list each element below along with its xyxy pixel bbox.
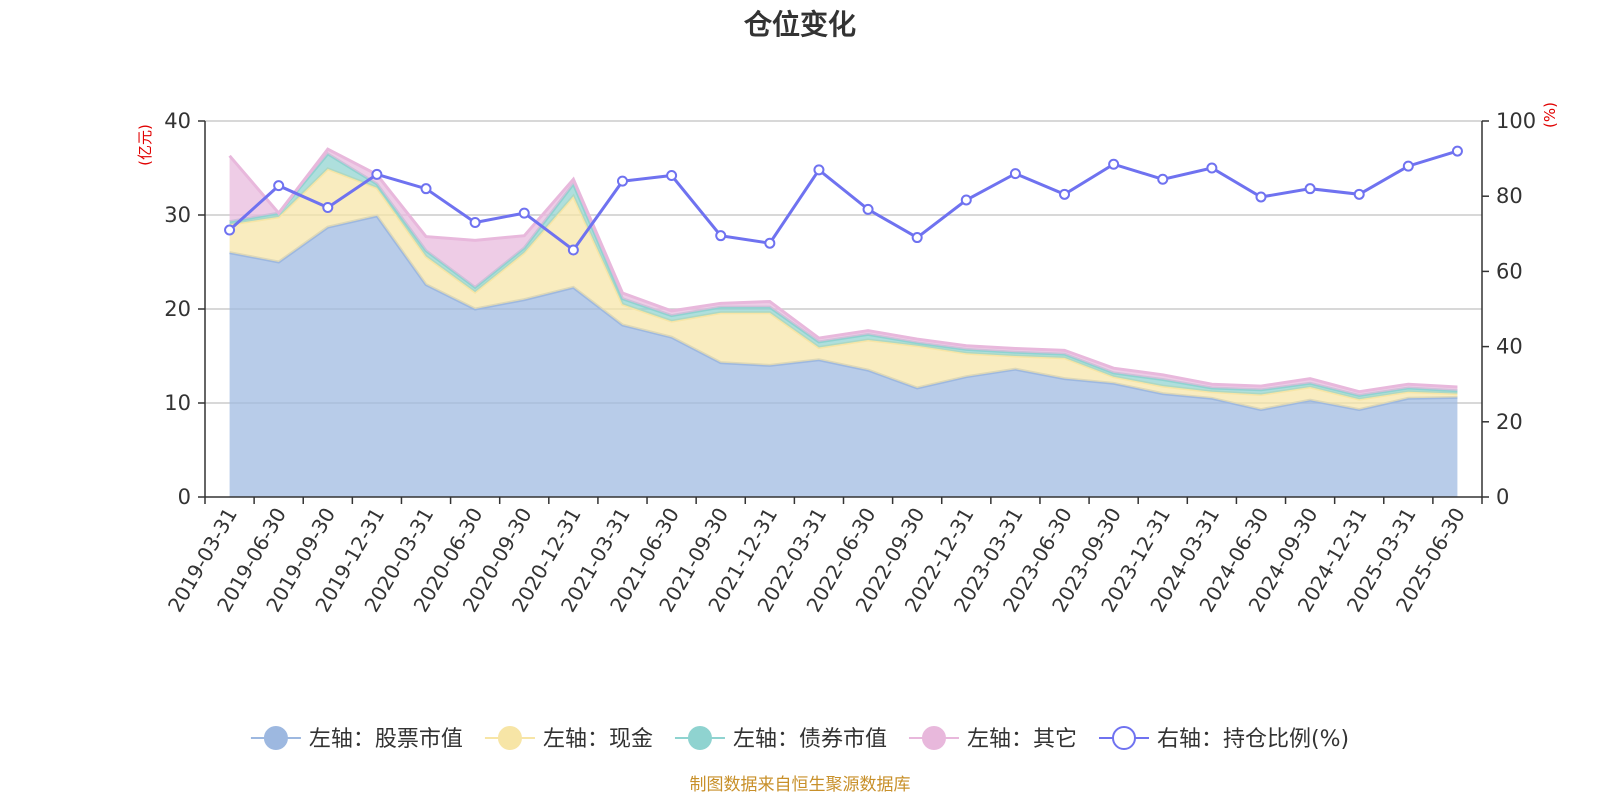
left-tick-label: 20 bbox=[164, 297, 191, 321]
ratio-point bbox=[224, 224, 236, 236]
ratio-point bbox=[420, 183, 432, 195]
left-tick-label: 40 bbox=[164, 109, 191, 133]
ratio-point bbox=[1304, 183, 1316, 195]
ratio-point bbox=[715, 230, 727, 242]
chart-title: 仓位变化 bbox=[744, 8, 856, 41]
ratio-point bbox=[862, 203, 874, 215]
legend-item-4: 右轴：持仓比例(%) bbox=[1098, 726, 1349, 752]
ratio-point bbox=[1157, 173, 1169, 185]
legend-label: 左轴：股票市值 bbox=[309, 727, 463, 752]
legend-marker bbox=[497, 726, 522, 750]
right-tick-label: 40 bbox=[1496, 335, 1523, 359]
left-tick-label: 30 bbox=[164, 203, 191, 227]
ratio-point bbox=[1402, 160, 1414, 172]
footer-source: 制图数据来自恒生聚源数据库 bbox=[690, 775, 911, 795]
ratio-point bbox=[469, 217, 481, 229]
ratio-point bbox=[666, 170, 678, 182]
right-tick-label: 80 bbox=[1496, 184, 1523, 208]
legend-label: 左轴：现金 bbox=[543, 727, 653, 752]
ratio-point bbox=[1206, 162, 1218, 174]
ratio-point bbox=[1451, 145, 1463, 157]
right-axis-unit: (%) bbox=[1541, 102, 1559, 128]
area-series-edge-3 bbox=[228, 147, 1458, 394]
left-axis-unit: (亿元) bbox=[136, 124, 154, 166]
ratio-point bbox=[567, 244, 579, 256]
ratio-point bbox=[1108, 158, 1120, 170]
ratio-point bbox=[911, 232, 923, 244]
ratio-point bbox=[518, 207, 530, 219]
area-series-3 bbox=[229, 149, 1458, 396]
legend-label: 左轴：债券市值 bbox=[733, 727, 887, 752]
legend-marker bbox=[1111, 726, 1136, 750]
line-series bbox=[224, 145, 1463, 256]
legend-marker bbox=[687, 726, 712, 750]
legend-label: 左轴：其它 bbox=[967, 727, 1077, 752]
ratio-point bbox=[322, 201, 334, 213]
ratio-point bbox=[616, 175, 628, 187]
ratio-point bbox=[273, 180, 285, 192]
legend-marker bbox=[921, 726, 946, 750]
ratio-point bbox=[1255, 191, 1267, 203]
ratio-point bbox=[1009, 168, 1021, 180]
left-tick-label: 0 bbox=[178, 485, 191, 509]
ratio-point bbox=[371, 168, 383, 180]
right-tick-label: 100 bbox=[1496, 109, 1536, 133]
ratio-point bbox=[764, 237, 776, 249]
legend: 左轴：股票市值 左轴：现金 左轴：债券市值 左轴：其它 右轴：持仓比例(%) bbox=[250, 726, 1349, 752]
legend-marker bbox=[263, 726, 288, 750]
ratio-point bbox=[1353, 188, 1365, 200]
legend-label: 右轴：持仓比例(%) bbox=[1157, 727, 1349, 752]
legend-item-1: 左轴：现金 bbox=[484, 726, 653, 752]
ratio-point bbox=[813, 164, 825, 176]
right-tick-label: 0 bbox=[1496, 485, 1509, 509]
area-layers bbox=[228, 147, 1458, 497]
area-series-0 bbox=[229, 215, 1458, 497]
legend-item-0: 左轴：股票市值 bbox=[250, 726, 463, 752]
legend-item-2: 左轴：债券市值 bbox=[674, 726, 887, 752]
area-series-1 bbox=[229, 168, 1458, 410]
ratio-line bbox=[228, 149, 1458, 253]
right-tick-label: 60 bbox=[1496, 259, 1523, 283]
ratio-point bbox=[960, 194, 972, 206]
right-tick-label: 20 bbox=[1496, 410, 1523, 434]
left-tick-label: 10 bbox=[164, 391, 191, 415]
ratio-point bbox=[1059, 188, 1071, 200]
legend-item-3: 左轴：其它 bbox=[908, 726, 1077, 752]
